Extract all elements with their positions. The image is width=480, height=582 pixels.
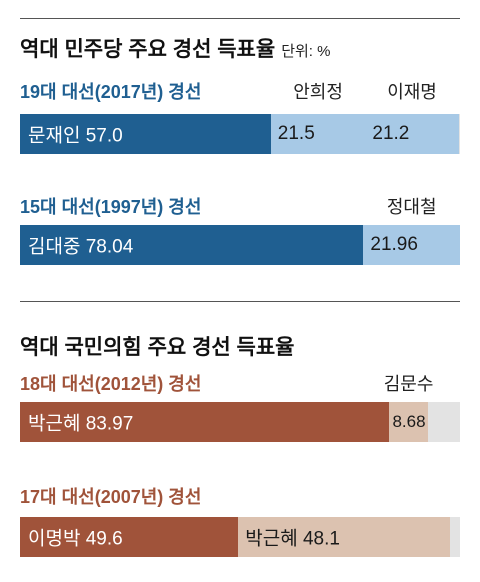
candidate-name: 문재인: [28, 125, 81, 147]
candidate-name-label: 안희정: [293, 82, 343, 102]
vote-share-value: 78.04: [85, 236, 134, 258]
candidate-name-label: 정대철: [386, 197, 437, 217]
vote-share-value: 21.5: [277, 123, 315, 144]
group-title: 15대 대선(1997년) 경선: [20, 197, 202, 217]
stacked-bar: 이명박 49.6 박근혜 48.1: [20, 517, 460, 557]
candidate-name: 이명박: [28, 528, 81, 550]
candidate-name: 박근혜: [28, 413, 81, 435]
bar-segment: 21.2: [365, 114, 459, 154]
chart-title-democratic: 역대 민주당 주요 경선 득표율 단위: %: [20, 33, 330, 63]
group-title: 17대 대선(2007년) 경선: [20, 487, 202, 507]
vote-share-value: 48.1: [302, 528, 340, 550]
bar-segment: 이명박 49.6: [20, 517, 239, 557]
bar-segment: 21.5: [270, 114, 366, 154]
candidate-name: 박근혜: [245, 528, 298, 550]
chart-title-text: 역대 민주당 주요 경선 득표율: [20, 38, 276, 61]
bar-segment: 8.68: [389, 402, 428, 442]
group-title: 18대 대선(2012년) 경선: [20, 374, 202, 394]
bar-segment: 문재인 57.0: [20, 114, 271, 154]
top-rule: [20, 18, 460, 19]
vote-share-value: 21.96: [370, 234, 418, 255]
bar-segment: 박근혜 48.1: [238, 517, 450, 557]
vote-share-value: 83.97: [85, 413, 134, 435]
group-title: 19대 대선(2017년) 경선: [20, 82, 202, 102]
stacked-bar: 문재인 57.0 21.5 21.2: [20, 114, 460, 154]
vote-share-value: 8.68: [392, 412, 426, 431]
candidate-name-label: 이재명: [387, 82, 437, 102]
bar-segment: 21.96: [363, 225, 460, 265]
vote-share-value: 49.6: [85, 528, 123, 550]
section-divider: [20, 301, 460, 302]
segment-name-value-label: 이명박 49.6: [28, 524, 123, 551]
chart-title-ppp: 역대 국민의힘 주요 경선 득표율: [20, 331, 295, 361]
segment-name-value-label: 문재인 57.0: [28, 121, 123, 148]
unit-label: 단위: %: [281, 43, 331, 60]
stacked-bar: 박근혜 83.97 8.68: [20, 402, 460, 442]
segment-name-value-label: 박근혜 48.1: [245, 524, 340, 551]
stacked-bar: 김대중 78.04 21.96: [20, 225, 460, 265]
candidate-name: 김대중: [28, 236, 81, 258]
vote-share-value: 21.2: [372, 123, 410, 144]
chart-title-text: 역대 국민의힘 주요 경선 득표율: [20, 336, 295, 359]
vote-share-value: 57.0: [85, 125, 123, 147]
segment-name-value-label: 박근혜 83.97: [28, 409, 133, 436]
segment-name-value-label: 김대중 78.04: [28, 232, 133, 259]
bar-segment: 김대중 78.04: [20, 225, 364, 265]
bar-segment: 박근혜 83.97: [20, 402, 390, 442]
candidate-name-label: 김문수: [383, 374, 434, 394]
